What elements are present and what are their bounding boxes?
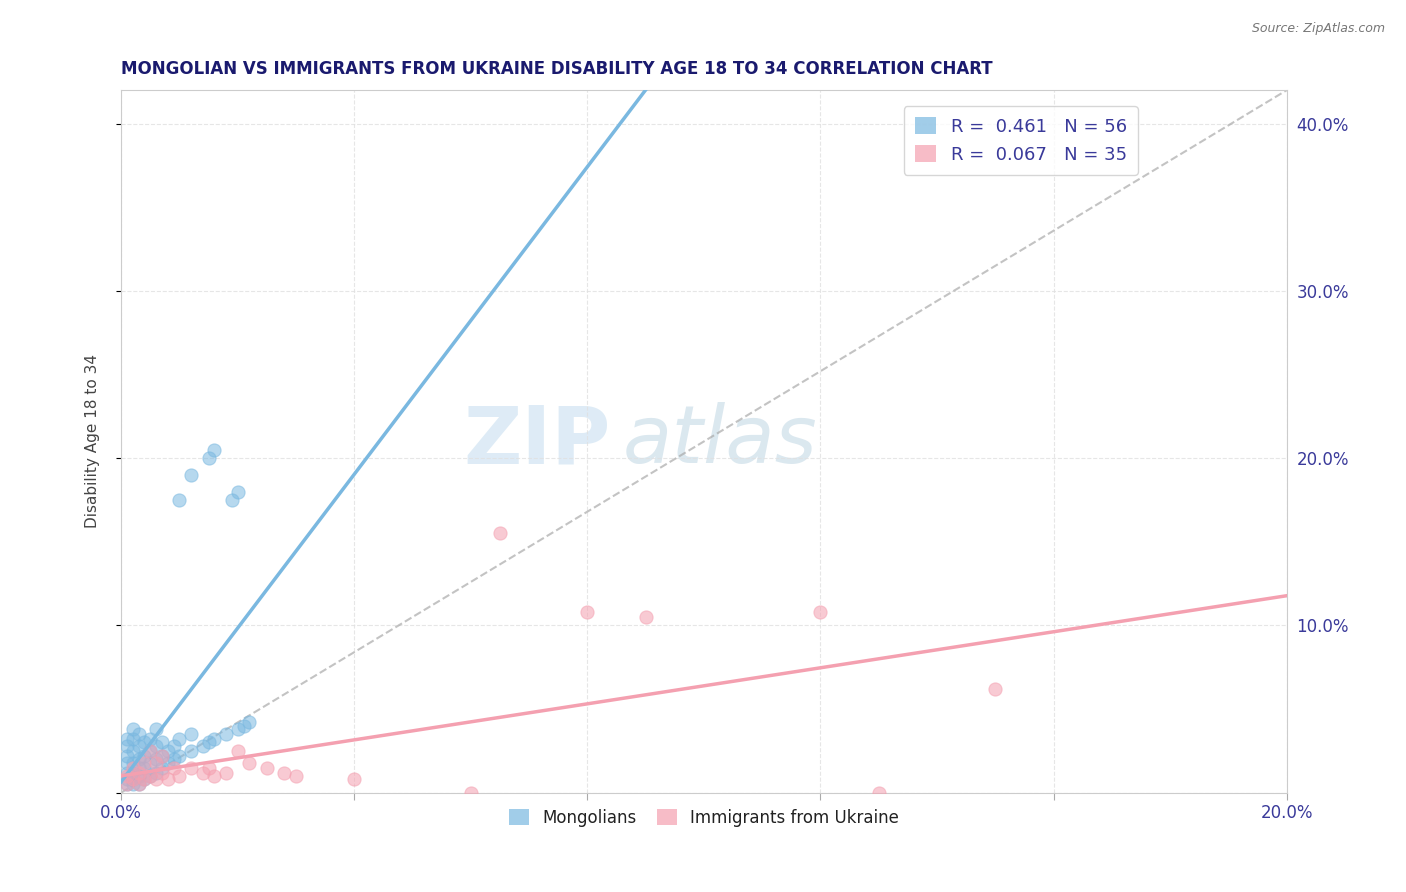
Point xyxy=(128,727,150,741)
Point xyxy=(169,732,191,747)
Point xyxy=(134,735,156,749)
Point xyxy=(162,752,184,766)
Point xyxy=(128,777,150,791)
Point xyxy=(221,493,243,508)
Point xyxy=(115,756,138,770)
Legend: Mongolians, Immigrants from Ukraine: Mongolians, Immigrants from Ukraine xyxy=(502,802,905,833)
Point xyxy=(197,761,219,775)
Point xyxy=(460,786,482,800)
Point xyxy=(128,761,150,775)
Point xyxy=(489,526,512,541)
Y-axis label: Disability Age 18 to 34: Disability Age 18 to 34 xyxy=(86,354,100,528)
Point xyxy=(121,761,143,775)
Point xyxy=(139,769,162,783)
Point xyxy=(191,739,214,753)
Point xyxy=(115,765,138,780)
Point xyxy=(156,744,179,758)
Point xyxy=(115,769,138,783)
Text: Source: ZipAtlas.com: Source: ZipAtlas.com xyxy=(1251,22,1385,36)
Point xyxy=(232,719,254,733)
Point xyxy=(169,748,191,763)
Point xyxy=(115,739,138,753)
Point xyxy=(284,769,307,783)
Point xyxy=(169,493,191,508)
Point xyxy=(169,769,191,783)
Point xyxy=(180,467,202,482)
Point xyxy=(256,761,278,775)
Point xyxy=(215,765,238,780)
Point xyxy=(215,727,238,741)
Point xyxy=(145,722,167,736)
Point xyxy=(134,772,156,787)
Point xyxy=(145,739,167,753)
Point xyxy=(180,727,202,741)
Point xyxy=(115,772,138,787)
Point xyxy=(226,484,249,499)
Point xyxy=(180,761,202,775)
Point xyxy=(139,744,162,758)
Point xyxy=(150,761,173,775)
Point xyxy=(139,732,162,747)
Point xyxy=(121,744,143,758)
Text: MONGOLIAN VS IMMIGRANTS FROM UKRAINE DISABILITY AGE 18 TO 34 CORRELATION CHART: MONGOLIAN VS IMMIGRANTS FROM UKRAINE DIS… xyxy=(121,60,993,78)
Point xyxy=(128,739,150,753)
Point xyxy=(134,756,156,770)
Point xyxy=(150,748,173,763)
Point xyxy=(156,756,179,770)
Point xyxy=(180,744,202,758)
Point xyxy=(128,769,150,783)
Point xyxy=(121,732,143,747)
Point xyxy=(128,777,150,791)
Point xyxy=(134,761,156,775)
Point xyxy=(156,772,179,787)
Point xyxy=(810,605,832,619)
Point xyxy=(139,769,162,783)
Point xyxy=(128,752,150,766)
Point xyxy=(121,765,143,780)
Point xyxy=(984,681,1007,696)
Point xyxy=(238,715,260,730)
Point xyxy=(576,605,599,619)
Text: atlas: atlas xyxy=(623,402,817,481)
Point xyxy=(202,442,225,457)
Point xyxy=(139,744,162,758)
Point xyxy=(115,777,138,791)
Point xyxy=(150,735,173,749)
Point xyxy=(115,777,138,791)
Point xyxy=(145,772,167,787)
Point xyxy=(202,732,225,747)
Point xyxy=(162,761,184,775)
Point xyxy=(343,772,366,787)
Point xyxy=(121,777,143,791)
Point xyxy=(238,756,260,770)
Point xyxy=(202,769,225,783)
Point xyxy=(121,756,143,770)
Point xyxy=(115,732,138,747)
Point xyxy=(150,748,173,763)
Point xyxy=(121,772,143,787)
Point xyxy=(162,739,184,753)
Point xyxy=(273,765,295,780)
Point xyxy=(197,451,219,466)
Point xyxy=(145,752,167,766)
Point xyxy=(145,765,167,780)
Point xyxy=(191,765,214,780)
Point xyxy=(634,610,657,624)
Point xyxy=(134,748,156,763)
Point xyxy=(139,756,162,770)
Point xyxy=(150,765,173,780)
Point xyxy=(128,765,150,780)
Point xyxy=(121,722,143,736)
Point xyxy=(121,772,143,787)
Text: ZIP: ZIP xyxy=(464,402,610,481)
Point xyxy=(134,772,156,787)
Point xyxy=(226,722,249,736)
Point xyxy=(115,748,138,763)
Point xyxy=(226,744,249,758)
Point xyxy=(868,786,890,800)
Point xyxy=(145,756,167,770)
Point xyxy=(197,735,219,749)
